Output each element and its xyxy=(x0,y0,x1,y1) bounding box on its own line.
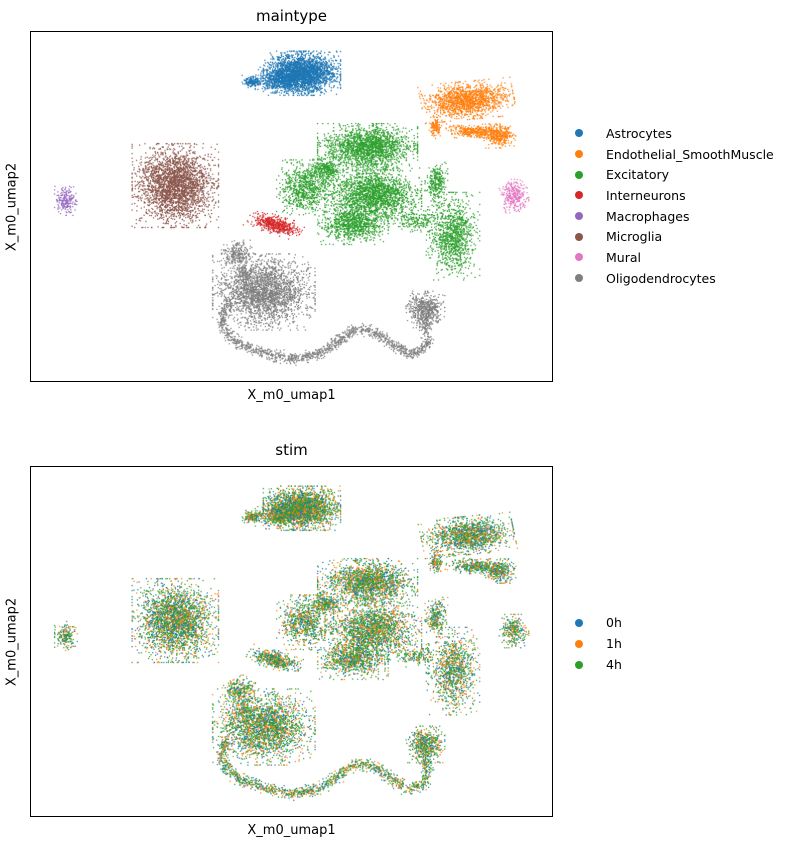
legend-marker-icon xyxy=(575,191,583,200)
legend-marker-icon xyxy=(575,170,583,179)
legend-item-label: Mural xyxy=(606,249,641,265)
legend-item: Astrocytes xyxy=(571,123,774,144)
axes-frame-maintype xyxy=(30,31,553,382)
legend-maintype: Astrocytes Endothelial_SmoothMuscle Excita… xyxy=(571,123,774,289)
axes-frame-stim xyxy=(30,466,553,817)
plot-title-maintype: maintype xyxy=(256,7,327,25)
legend-marker-icon xyxy=(575,274,583,283)
x-axis-label-stim: X_m0_umap1 xyxy=(247,823,336,838)
legend-marker-icon xyxy=(575,232,583,241)
legend-marker-icon xyxy=(575,129,583,138)
legend-marker-icon xyxy=(575,253,583,262)
scatter-canvas-stim xyxy=(31,467,552,816)
y-axis-label-maintype: X_m0_umap2 xyxy=(4,162,20,252)
legend-item-label: 0h xyxy=(606,615,622,630)
legend-item: 4h xyxy=(571,654,622,675)
legend-item: Endothelial_SmoothMuscle xyxy=(571,144,774,165)
scatter-canvas-maintype xyxy=(31,32,552,381)
legend-stim: 0h 1h 4h xyxy=(571,612,622,675)
legend-item: Macrophages xyxy=(571,206,774,227)
y-axis-label-stim: X_m0_umap2 xyxy=(4,597,20,687)
legend-item: 0h xyxy=(571,612,622,633)
legend-item: Mural xyxy=(571,247,774,268)
legend-item: Excitatory xyxy=(571,164,774,185)
legend-item: Interneurons xyxy=(571,185,774,206)
legend-item-label: Astrocytes xyxy=(606,125,672,141)
legend-item-label: Endothelial_SmoothMuscle xyxy=(606,146,774,162)
legend-marker-icon xyxy=(575,660,583,669)
legend-item-label: Microglia xyxy=(606,229,663,245)
legend-item: Oligodendrocytes xyxy=(571,268,774,289)
legend-item: Microglia xyxy=(571,226,774,247)
legend-marker-icon xyxy=(575,639,583,648)
legend-item-label: Oligodendrocytes xyxy=(606,270,716,286)
legend-marker-icon xyxy=(575,212,583,221)
legend-item-label: Excitatory xyxy=(606,167,670,183)
legend-item-label: Interneurons xyxy=(606,187,686,203)
legend-item-label: 1h xyxy=(606,636,622,651)
legend-item-label: 4h xyxy=(606,657,622,672)
legend-item-label: Macrophages xyxy=(606,208,690,224)
legend-marker-icon xyxy=(575,618,583,627)
legend-item: 1h xyxy=(571,633,622,654)
x-axis-label-maintype: X_m0_umap1 xyxy=(247,388,336,403)
legend-marker-icon xyxy=(575,150,583,159)
plot-title-stim: stim xyxy=(275,441,308,459)
